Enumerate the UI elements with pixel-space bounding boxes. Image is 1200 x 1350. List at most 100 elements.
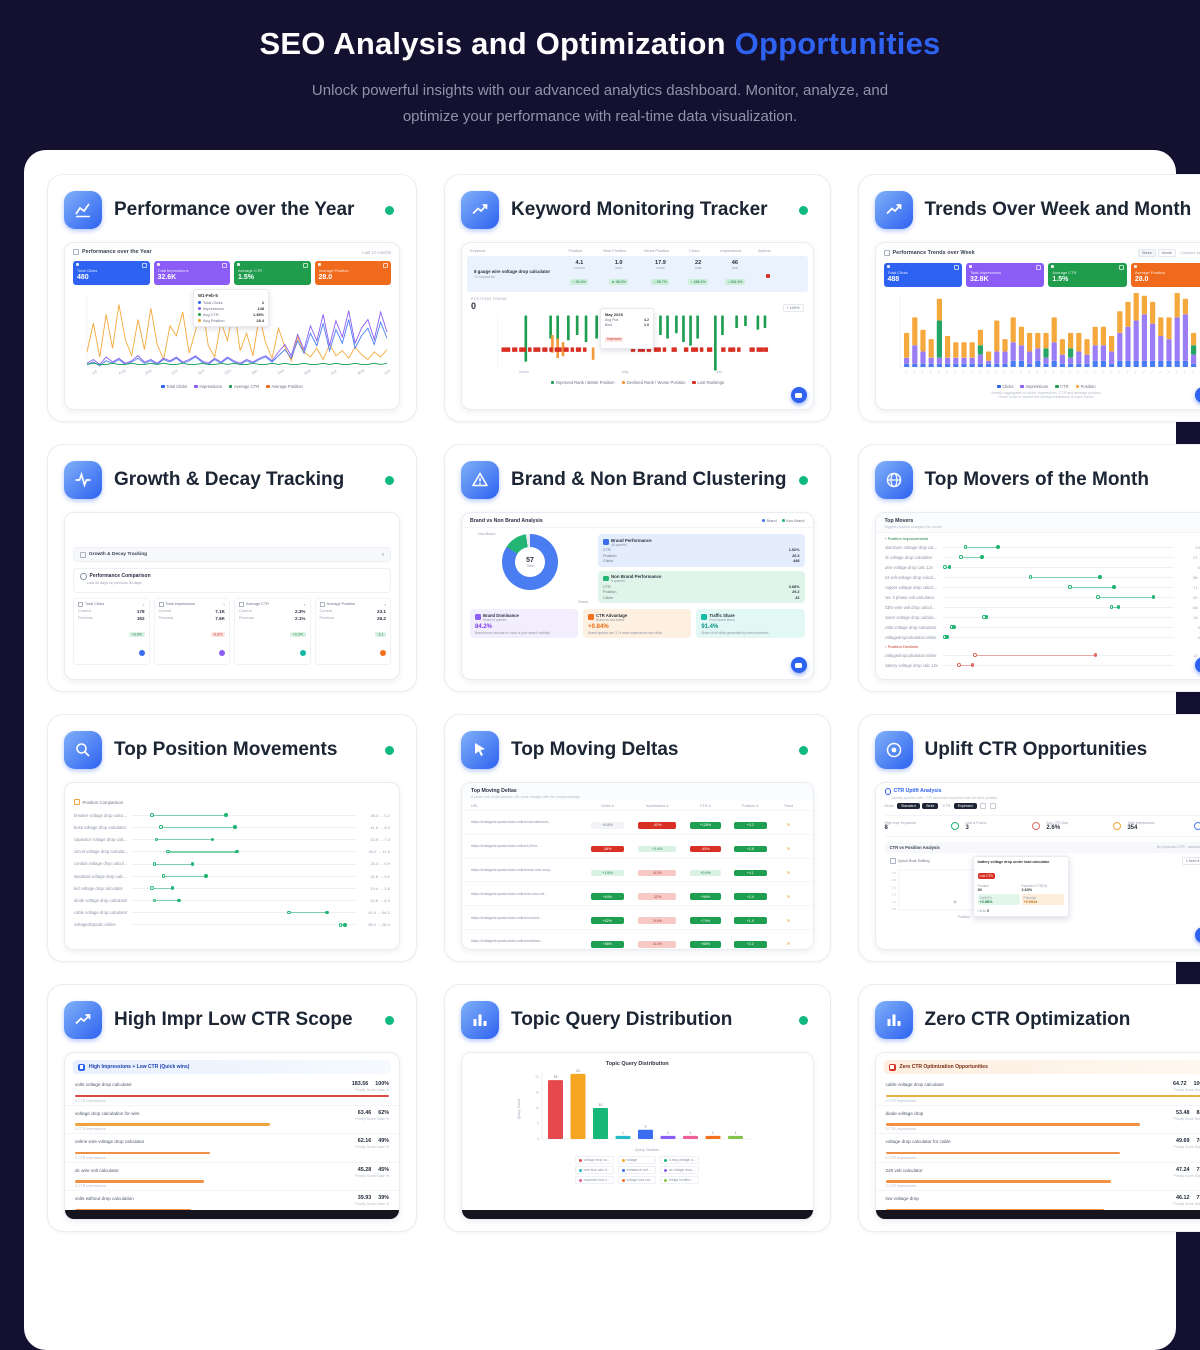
legend-pill[interactable]: voltage drop ca...: [575, 1156, 614, 1164]
section-bar[interactable]: Growth & Decay Tracking▾: [73, 547, 391, 562]
legend-pill[interactable]: wire size calc d...: [575, 1166, 614, 1174]
column-header[interactable]: CTR Δ: [684, 804, 727, 808]
view-icon-2[interactable]: [990, 803, 996, 809]
chat-bubble-button[interactable]: [1195, 387, 1200, 403]
delta-row[interactable]: https://voltagedropcalculator.online/wir…: [462, 858, 813, 882]
dumbbell-row[interactable]: breaker voltage drop calcula...38.4 → 5.…: [65, 809, 399, 821]
opportunity-row[interactable]: cable voltage drop calculator64.72100%Pr…: [876, 1077, 1200, 1106]
legend-item[interactable]: Non-Brand: [782, 519, 805, 523]
chat-bubble-button[interactable]: [791, 387, 807, 403]
view-icon-1[interactable]: [980, 803, 986, 809]
chat-bubble-button[interactable]: [1195, 927, 1200, 943]
column-header[interactable]: Worst Position: [636, 248, 678, 253]
keyword-row[interactable]: 8 gauge wire voltage drop calculator+2 k…: [467, 256, 808, 292]
column-header[interactable]: Trend: [774, 804, 804, 808]
thumbnail-high-impr-low-ctr[interactable]: High Impressions + Low CTR (Quick wins)v…: [64, 1052, 400, 1220]
ctr-pill[interactable]: Expected: [954, 803, 977, 809]
column-header[interactable]: URL: [471, 804, 584, 808]
dumbbell-row[interactable]: capacitor voltage drop calcu...33.9 → 7.…: [65, 833, 399, 845]
delta-row[interactable]: https://voltagedropcalculator.online/res…: [462, 929, 813, 950]
column-header[interactable]: Impressions: [711, 248, 751, 253]
legend-pill[interactable]: 4 awg voltage d...: [660, 1156, 699, 1164]
dumbbell-row[interactable]: standard voltage drop calcu...31.8 → 9.2: [65, 870, 399, 882]
mode-pill[interactable]: Standard: [897, 803, 920, 809]
delta-url[interactable]: https://voltagedropcalculator.online/res…: [471, 939, 584, 943]
actions-cell[interactable]: [755, 265, 782, 283]
column-header[interactable]: Clicks Δ: [584, 804, 631, 808]
legend-pill[interactable]: expected loss c...: [575, 1176, 614, 1184]
column-header[interactable]: Actions: [751, 248, 778, 253]
dumbbell-row[interactable]: conduit voltage drop calcula...26.4 → 6.…: [65, 858, 399, 870]
chevron-icon[interactable]: ▾: [382, 552, 384, 558]
column-header[interactable]: Best Position: [594, 248, 636, 253]
column-header[interactable]: Clicks: [677, 248, 710, 253]
legend-pill[interactable]: voltage: [618, 1156, 657, 1164]
delta-row[interactable]: https://voltagedropcalculator.online/con…: [462, 905, 813, 929]
legend-pill[interactable]: voltage loss cal...: [618, 1176, 657, 1184]
toggle-month[interactable]: Month: [1158, 249, 1177, 257]
legend-pill[interactable]: ac voltage drop...: [660, 1166, 699, 1174]
dumbbell-row[interactable]: motor voltage drop calcula...19 → 15: [876, 612, 1200, 622]
chevron-icon[interactable]: ▾: [223, 602, 225, 607]
toggle-week[interactable]: Week: [1138, 249, 1156, 257]
delta-url[interactable]: https://voltagedropcalculator.online/wir…: [471, 868, 584, 872]
delete-icon[interactable]: [766, 274, 770, 279]
delta-url[interactable]: https://voltagedropcalculator.online/dc-…: [471, 892, 584, 896]
legend-pill[interactable]: resistance volt...: [618, 1166, 657, 1174]
mode-pill[interactable]: Strict: [922, 803, 938, 809]
dumbbell-row[interactable]: 24 volt voltage drop calcul...58 → 26: [876, 572, 1200, 582]
opportunity-row[interactable]: voltage drop calculator for cable49.6976…: [876, 1134, 1200, 1163]
thumbnail-growth-decay[interactable]: Growth & Decay Tracking▾Performance Comp…: [64, 512, 400, 680]
dumbbell-row[interactable]: circuit voltage drop calculat...40.2 → 1…: [65, 846, 399, 858]
delta-url[interactable]: https://voltagedropcalculator.online/cal…: [471, 820, 584, 824]
delta-row[interactable]: https://voltagedropcalculator.online/US/…: [462, 834, 813, 858]
chat-bubble-button[interactable]: [791, 657, 807, 673]
chevron-icon[interactable]: ▾: [384, 602, 386, 607]
delta-row[interactable]: https://voltagedropcalculator.online/dc-…: [462, 881, 813, 905]
delta-url[interactable]: https://voltagedropcalculator.online/US/…: [471, 844, 584, 848]
fixed-pill[interactable]: 1 fixed ▾: [1182, 857, 1200, 865]
dumbbell-row[interactable]: 230v wire volt drop calcul...68 → 64: [876, 602, 1200, 612]
dumbbell-row[interactable]: copper voltage drop calcula...71 → 44: [876, 582, 1200, 592]
delta-url[interactable]: https://voltagedropcalculator.online/con…: [471, 916, 584, 920]
